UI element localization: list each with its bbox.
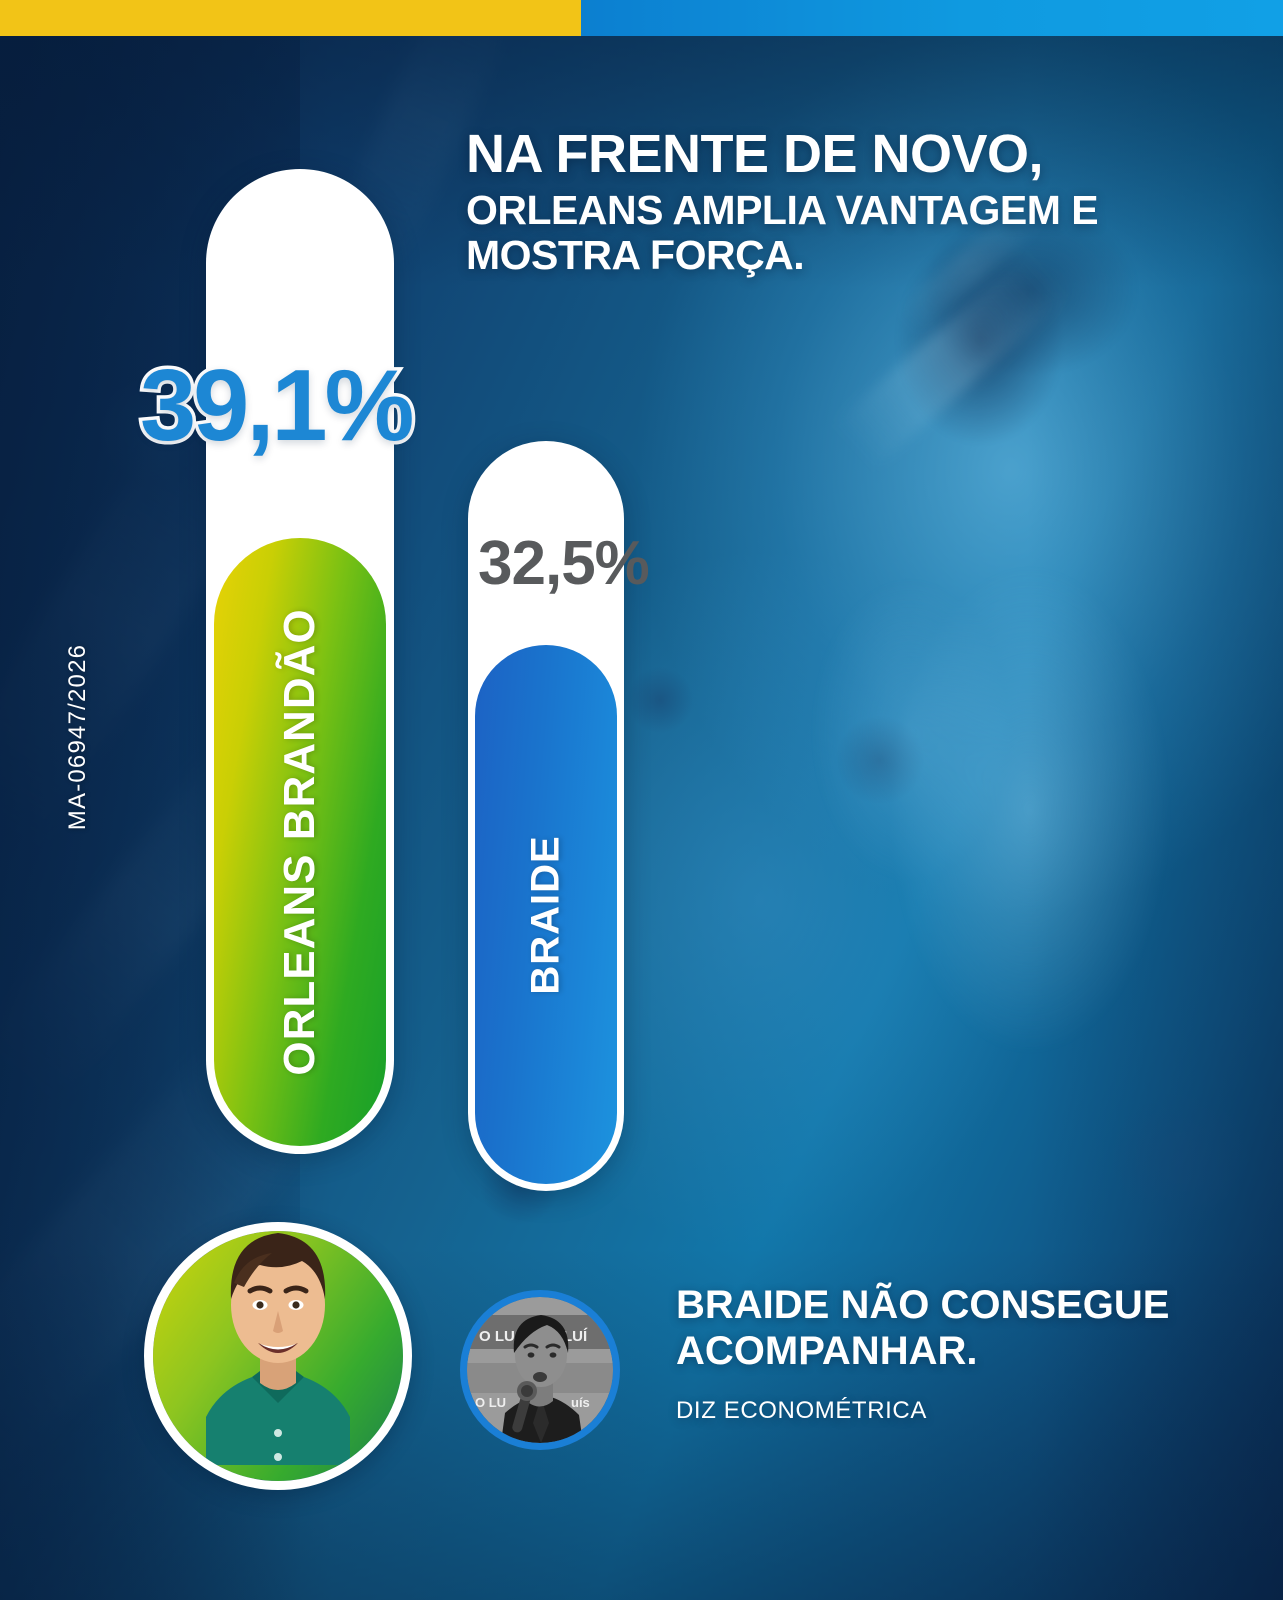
bar-braide: BRAIDE [468, 441, 624, 1191]
bar-orleans-brandao: ORLEANS BRANDÃO [206, 169, 394, 1154]
avatar-braide: O LU LUÍ O LU uís [460, 1290, 620, 1450]
headline: NA FRENTE DE NOVO, ORLEANS AMPLIA VANTAG… [466, 126, 1226, 278]
headline-line-3: MOSTRA FORÇA. [466, 232, 805, 279]
bar-fill-braide: BRAIDE [475, 645, 617, 1184]
bottom-caption: BRAIDE NÃO CONSEGUE ACOMPANHAR. DIZ ECON… [676, 1282, 1216, 1425]
bar-label-braide: BRAIDE [523, 834, 568, 995]
avatar-ring-braide [460, 1290, 620, 1450]
avatar-orleans-brandao [144, 1222, 412, 1490]
caption-line-1: BRAIDE NÃO CONSEGUE [676, 1283, 1170, 1327]
headline-line-2: ORLEANS AMPLIA VANTAGEM E [466, 187, 1099, 234]
bar-label-orleans: ORLEANS BRANDÃO [275, 608, 324, 1076]
bar-fill-orleans: ORLEANS BRANDÃO [214, 538, 386, 1146]
bar-value-braide: 32,5% [478, 529, 650, 598]
caption-line-2: ACOMPANHAR. [676, 1329, 978, 1374]
headline-line-1: NA FRENTE DE NOVO, [466, 124, 1044, 184]
registration-code: MA-06947/2026 [64, 643, 91, 831]
top-strip-yellow-segment [0, 0, 582, 36]
caption-source: DIZ ECONOMÉTRICA [676, 1396, 927, 1424]
avatar-ring-orleans [144, 1222, 412, 1490]
bar-value-orleans: 39,1% [136, 347, 417, 466]
top-color-strip [0, 0, 1283, 36]
top-strip-blue-segment [581, 0, 1283, 36]
